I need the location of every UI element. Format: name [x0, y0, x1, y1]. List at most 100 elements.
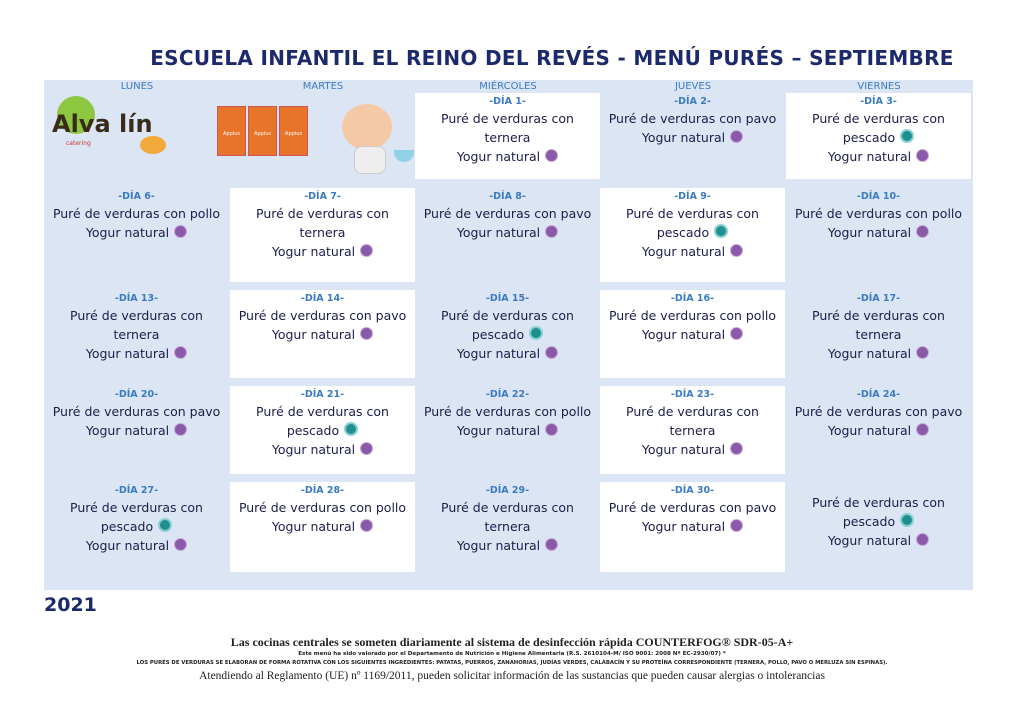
menu-text: Puré de verduras con — [626, 404, 759, 419]
menu-text: ternera — [855, 327, 902, 342]
menu-line: Puré de verduras con — [415, 498, 600, 517]
menu-text: pescado — [656, 225, 710, 240]
menu-cell: -DÍA 8- Puré de verduras con pavo Yogur na… — [415, 188, 600, 282]
menu-text: Puré de verduras con pavo — [238, 308, 407, 323]
menu-line: Yogur natural — [600, 242, 785, 261]
menu-text: Puré de verduras con — [626, 206, 759, 221]
day-label: -DÍA 1- — [489, 96, 526, 107]
menu-text: Puré de verduras con — [256, 206, 389, 221]
menu-cell: -DÍA 17- Puré de verduras con ternera Yogur… — [786, 290, 971, 378]
menu-line: Yogur natural — [786, 421, 971, 440]
menu-text: Puré de verduras con — [812, 111, 945, 126]
footer-line: Las cocinas centrales se someten diariam… — [230, 635, 794, 649]
baby-face — [342, 104, 392, 150]
menu-cell: -DÍA 1- Puré de verduras con ternera Yogur … — [415, 93, 600, 179]
menu-icon — [730, 130, 744, 143]
menu-cell: -DÍA 24- Puré de verduras con pavo Yogur n… — [786, 386, 971, 474]
menu-text: ternera — [113, 327, 160, 342]
day-label: -DÍA 30- — [670, 485, 715, 496]
menu-text: Yogur natural — [456, 538, 541, 553]
menu-text: Puré de verduras con pavo — [52, 404, 221, 419]
menu-line: Yogur natural — [600, 440, 785, 459]
menu-cell: -DÍA 29- Puré de verduras con ternera Yogur… — [415, 482, 600, 572]
menu-line: Yogur natural — [415, 344, 600, 363]
menu-line: ternera — [415, 128, 600, 147]
menu-text: Yogur natural — [641, 327, 726, 342]
menu-line: Puré de verduras con — [44, 498, 229, 517]
menu-line: Puré de verduras con — [600, 402, 785, 421]
baby-body — [354, 146, 386, 174]
menu-line: Yogur natural — [230, 440, 415, 459]
menu-icon — [360, 327, 374, 340]
footer-line: Atendiendo al Reglamento (UE) nº 1169/20… — [199, 670, 825, 682]
menu-line: Puré de verduras con pollo — [44, 204, 229, 223]
menu-text: Yogur natural — [456, 423, 541, 438]
menu-cell: -DÍA 20- Puré de verduras con pavo Yogur n… — [44, 386, 229, 474]
day-label: -DÍA 16- — [670, 293, 715, 304]
menu-line: Yogur natural — [415, 421, 600, 440]
menu-line: Puré de verduras con pavo — [415, 204, 600, 223]
menu-line: Yogur natural — [415, 536, 600, 555]
menu-line: Yogur natural — [44, 421, 229, 440]
menu-text: ternera — [669, 423, 716, 438]
applus-label: Applus — [223, 131, 240, 137]
menu-line: pescado — [44, 517, 229, 536]
menu-icon — [360, 519, 374, 532]
menu-line: Yogur natural — [786, 531, 971, 550]
menu-line: ternera — [415, 517, 600, 536]
menu-text: pescado — [842, 514, 896, 529]
day-label: -DÍA 23- — [670, 389, 715, 400]
menu-icon — [529, 326, 544, 340]
menu-text: pescado — [286, 423, 340, 438]
menu-line: Puré de verduras con pavo — [786, 402, 971, 421]
menu-line: Puré de verduras con pavo — [600, 109, 785, 128]
menu-line: Yogur natural — [230, 517, 415, 536]
menu-text: ternera — [484, 519, 531, 534]
menu-text: Puré de verduras con pollo — [608, 308, 777, 323]
day-label: -DÍA 8- — [489, 191, 526, 202]
day-label: -DÍA 10- — [856, 191, 901, 202]
menu-line: Yogur natural — [600, 517, 785, 536]
menu-line: pescado — [786, 512, 971, 531]
footer-line: Este menú ha sido valorado por el Depart… — [298, 651, 726, 657]
menu-text: Yogur natural — [271, 519, 356, 534]
menu-text: Yogur natural — [85, 423, 170, 438]
menu-line: Puré de verduras con — [786, 306, 971, 325]
menu-line: Puré de verduras con pollo — [600, 306, 785, 325]
spacer — [786, 482, 971, 493]
weekday: MARTES — [302, 81, 344, 92]
menu-text: pescado — [471, 327, 525, 342]
day-label: -DÍA 6- — [118, 191, 155, 202]
menu-cell: -DÍA 9- Puré de verduras con pescado Yogur … — [600, 188, 785, 282]
day-label: -DÍA 27- — [114, 485, 159, 496]
menu-text: Puré de verduras con pavo — [423, 206, 592, 221]
day-label: -DÍA 22- — [485, 389, 530, 400]
menu-line: Yogur natural — [786, 344, 971, 363]
menu-icon — [545, 149, 559, 162]
menu-text: Yogur natural — [85, 538, 170, 553]
menu-line: Yogur natural — [600, 325, 785, 344]
menu-line: pescado — [786, 128, 971, 147]
applus-logos: Applus Applus Applus — [217, 106, 309, 156]
menu-icon — [900, 129, 915, 143]
day-label: -DÍA 15- — [485, 293, 530, 304]
bowl — [394, 150, 414, 162]
weekday: LUNES — [120, 81, 154, 92]
menu-text: Yogur natural — [271, 442, 356, 457]
menu-cell: -DÍA 22- Puré de verduras con pollo Yogur … — [415, 386, 600, 474]
menu-text: Yogur natural — [641, 519, 726, 534]
menu-line: Puré de verduras con pollo — [230, 498, 415, 517]
applus-badge: Applus — [217, 106, 246, 156]
menu-icon — [730, 442, 744, 455]
menu-text: Yogur natural — [271, 244, 356, 259]
day-label: -DÍA 7- — [304, 191, 341, 202]
menu-icon — [916, 225, 930, 238]
menu-line: Yogur natural — [600, 128, 785, 147]
menu-line: pescado — [230, 421, 415, 440]
menu-line: ternera — [44, 325, 229, 344]
menu-icon — [174, 346, 188, 359]
menu-line: Puré de verduras con — [415, 109, 600, 128]
menu-cell: -DÍA 27- Puré de verduras con pescado Yogur… — [44, 482, 229, 572]
year: 2021 — [44, 594, 97, 616]
